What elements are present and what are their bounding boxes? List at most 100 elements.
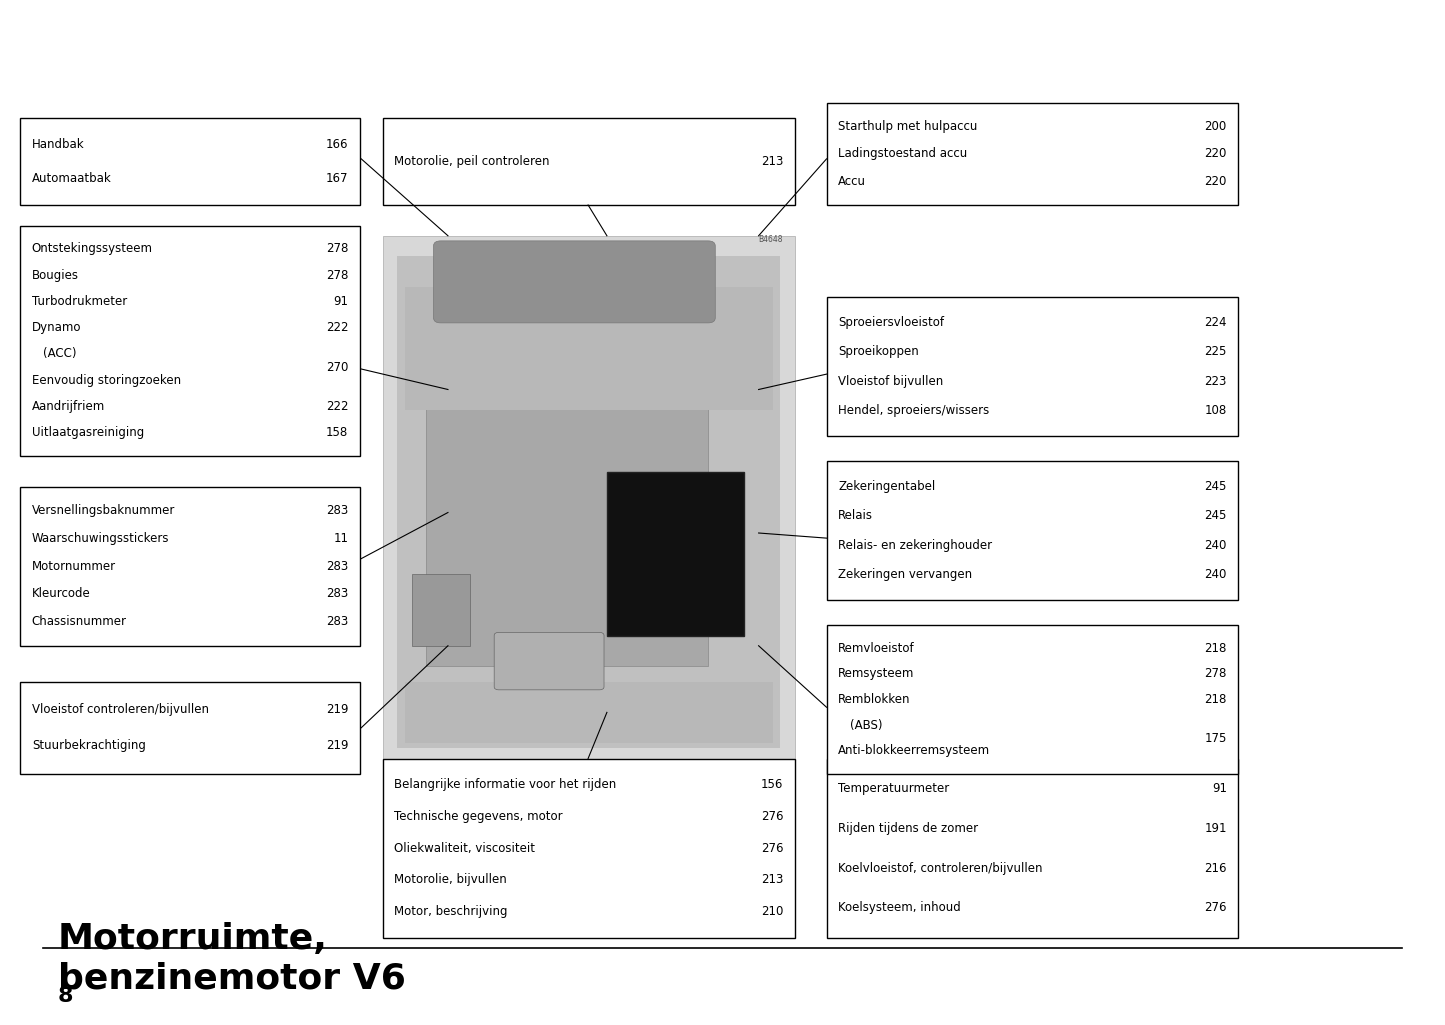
FancyBboxPatch shape — [405, 682, 773, 743]
FancyBboxPatch shape — [20, 226, 360, 456]
Text: Relais- en zekeringhouder: Relais- en zekeringhouder — [838, 539, 993, 551]
Text: 167: 167 — [325, 171, 348, 184]
Text: Ontstekingssysteem: Ontstekingssysteem — [32, 242, 153, 255]
Text: 245: 245 — [1205, 480, 1227, 493]
Text: Automaatbak: Automaatbak — [32, 171, 111, 184]
Text: 8: 8 — [58, 986, 74, 1007]
Text: 156: 156 — [762, 778, 783, 791]
Text: Vloeistof bijvullen: Vloeistof bijvullen — [838, 375, 944, 387]
FancyBboxPatch shape — [434, 241, 715, 323]
Text: Remblokken: Remblokken — [838, 693, 910, 706]
Text: 166: 166 — [325, 138, 348, 152]
Text: 213: 213 — [762, 155, 783, 168]
Text: 91: 91 — [334, 295, 348, 308]
Text: Koelvloeistof, controleren/bijvullen: Koelvloeistof, controleren/bijvullen — [838, 862, 1043, 874]
Text: 191: 191 — [1204, 822, 1227, 834]
Text: 283: 283 — [327, 504, 348, 518]
FancyBboxPatch shape — [20, 487, 360, 646]
Text: 220: 220 — [1205, 174, 1227, 188]
FancyBboxPatch shape — [383, 758, 795, 938]
FancyBboxPatch shape — [397, 256, 780, 748]
FancyBboxPatch shape — [827, 461, 1238, 600]
FancyBboxPatch shape — [827, 758, 1238, 938]
Text: 175: 175 — [1205, 732, 1227, 744]
FancyBboxPatch shape — [20, 682, 360, 774]
FancyBboxPatch shape — [383, 118, 795, 205]
Text: 219: 219 — [325, 703, 348, 716]
Text: Oliekwaliteit, viscositeit: Oliekwaliteit, viscositeit — [394, 842, 536, 855]
FancyBboxPatch shape — [412, 574, 470, 646]
Text: 218: 218 — [1205, 693, 1227, 706]
Text: 270: 270 — [327, 361, 348, 373]
Text: Ladingstoestand accu: Ladingstoestand accu — [838, 148, 967, 160]
Text: 218: 218 — [1205, 642, 1227, 655]
Text: 222: 222 — [325, 321, 348, 334]
FancyBboxPatch shape — [827, 625, 1238, 774]
Text: Eenvoudig storingzoeken: Eenvoudig storingzoeken — [32, 374, 181, 386]
Text: Vloeistof controleren/bijvullen: Vloeistof controleren/bijvullen — [32, 703, 208, 716]
Text: Starthulp met hulpaccu: Starthulp met hulpaccu — [838, 120, 977, 133]
Text: Motor, beschrijving: Motor, beschrijving — [394, 905, 509, 918]
FancyBboxPatch shape — [494, 632, 604, 690]
Text: 210: 210 — [762, 905, 783, 918]
Text: Belangrijke informatie voor het rijden: Belangrijke informatie voor het rijden — [394, 778, 617, 791]
Text: Motornummer: Motornummer — [32, 560, 116, 573]
Text: 276: 276 — [760, 810, 783, 823]
Text: Rijden tijdens de zomer: Rijden tijdens de zomer — [838, 822, 978, 834]
Text: 11: 11 — [334, 532, 348, 545]
Text: Relais: Relais — [838, 509, 873, 522]
FancyBboxPatch shape — [383, 236, 795, 769]
Text: Remvloeistof: Remvloeistof — [838, 642, 915, 655]
Text: Accu: Accu — [838, 174, 866, 188]
Text: 158: 158 — [327, 426, 348, 440]
Text: Kleurcode: Kleurcode — [32, 587, 91, 601]
Text: 108: 108 — [1205, 404, 1227, 417]
Text: Versnellingsbaknummer: Versnellingsbaknummer — [32, 504, 175, 518]
Text: 283: 283 — [327, 587, 348, 601]
FancyBboxPatch shape — [426, 359, 708, 666]
FancyBboxPatch shape — [20, 118, 360, 205]
Text: 216: 216 — [1204, 862, 1227, 874]
Text: 240: 240 — [1205, 539, 1227, 551]
Text: Temperatuurmeter: Temperatuurmeter — [838, 782, 949, 795]
Text: Motorolie, peil controleren: Motorolie, peil controleren — [394, 155, 551, 168]
Text: 245: 245 — [1205, 509, 1227, 522]
Text: Zekeringen vervangen: Zekeringen vervangen — [838, 568, 972, 581]
Text: 283: 283 — [327, 560, 348, 573]
Text: B4648: B4648 — [759, 235, 783, 244]
Text: Waarschuwingsstickers: Waarschuwingsstickers — [32, 532, 169, 545]
Text: Anti-blokkeerremsysteem: Anti-blokkeerremsysteem — [838, 744, 990, 757]
Text: 223: 223 — [1205, 375, 1227, 387]
Text: 213: 213 — [762, 873, 783, 887]
Text: Technische gegevens, motor: Technische gegevens, motor — [394, 810, 564, 823]
Text: 276: 276 — [760, 842, 783, 855]
Text: Stuurbekrachtiging: Stuurbekrachtiging — [32, 739, 146, 752]
Text: Koelsysteem, inhoud: Koelsysteem, inhoud — [838, 901, 961, 914]
Text: Motorolie, bijvullen: Motorolie, bijvullen — [394, 873, 507, 887]
Text: 220: 220 — [1205, 148, 1227, 160]
Text: Dynamo: Dynamo — [32, 321, 81, 334]
Text: (ACC): (ACC) — [43, 347, 77, 361]
FancyBboxPatch shape — [405, 287, 773, 410]
Text: Sproeikoppen: Sproeikoppen — [838, 345, 919, 358]
Text: Turbodrukmeter: Turbodrukmeter — [32, 295, 127, 308]
FancyBboxPatch shape — [607, 472, 744, 636]
Text: Sproeiersvloeistof: Sproeiersvloeistof — [838, 316, 944, 329]
FancyBboxPatch shape — [827, 297, 1238, 436]
Text: 276: 276 — [1204, 901, 1227, 914]
Text: Motorruimte,
benzinemotor V6: Motorruimte, benzinemotor V6 — [58, 922, 406, 996]
Text: Remsysteem: Remsysteem — [838, 667, 915, 681]
Text: (ABS): (ABS) — [850, 719, 881, 732]
Text: 278: 278 — [327, 242, 348, 255]
Text: 219: 219 — [325, 739, 348, 752]
Text: 240: 240 — [1205, 568, 1227, 581]
Text: Aandrijfriem: Aandrijfriem — [32, 400, 105, 413]
FancyBboxPatch shape — [827, 102, 1238, 205]
Text: 222: 222 — [325, 400, 348, 413]
Text: Chassisnummer: Chassisnummer — [32, 615, 127, 628]
Text: Hendel, sproeiers/wissers: Hendel, sproeiers/wissers — [838, 404, 990, 417]
Text: Zekeringentabel: Zekeringentabel — [838, 480, 935, 493]
Text: 283: 283 — [327, 615, 348, 628]
Text: Uitlaatgasreiniging: Uitlaatgasreiniging — [32, 426, 145, 440]
Text: 200: 200 — [1205, 120, 1227, 133]
